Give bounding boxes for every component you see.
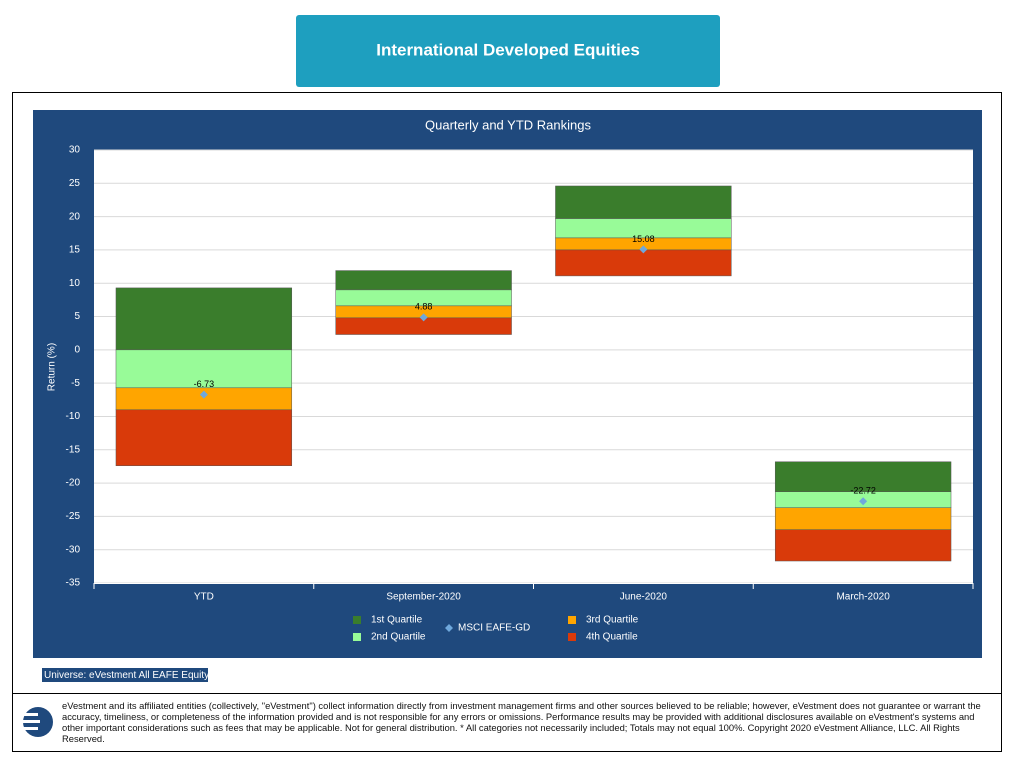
y-tick-label: 0 <box>74 344 80 355</box>
benchmark-label: 15.08 <box>632 234 655 244</box>
logo <box>20 707 53 737</box>
x-tick-label: March-2020 <box>836 592 890 603</box>
x-tick-label: September-2020 <box>386 592 461 603</box>
x-tick-label: YTD <box>194 592 214 603</box>
disclaimer: eVestment and its affiliated entities (c… <box>62 700 981 744</box>
legend-swatch <box>568 616 576 624</box>
legend-label: MSCI EAFE-GD <box>458 623 530 634</box>
y-tick-label: 30 <box>69 145 81 156</box>
quartile-bar <box>774 507 952 530</box>
benchmark-marker <box>859 497 868 506</box>
quartile-bar <box>335 270 512 291</box>
y-axis-label: Return (%) <box>47 343 58 391</box>
chart-title: Quarterly and YTD Rankings <box>425 117 591 132</box>
legend-label: 2nd Quartile <box>371 632 426 643</box>
quartile-bar <box>555 249 732 277</box>
quartile-bar <box>115 287 293 351</box>
x-tick-label: June-2020 <box>620 592 668 603</box>
title-banner <box>296 15 720 87</box>
y-tick-label: 15 <box>69 245 81 256</box>
benchmark-marker <box>639 245 648 254</box>
y-tick-label: -15 <box>66 444 81 455</box>
y-tick-label: -25 <box>66 511 81 522</box>
legend-swatch <box>353 633 361 641</box>
y-tick-label: -5 <box>71 378 80 389</box>
benchmark-label: -6.73 <box>194 379 215 389</box>
y-tick-label: -35 <box>66 578 81 589</box>
y-tick-label: 5 <box>74 311 80 322</box>
y-tick-label: 25 <box>69 178 81 189</box>
legend-label: 1st Quartile <box>371 615 423 626</box>
legend-label: 3rd Quartile <box>586 615 639 626</box>
page-title: International Developed Equities <box>376 40 640 59</box>
quartile-bar <box>774 461 952 492</box>
benchmark-marker <box>199 390 208 399</box>
quartile-bar <box>774 529 952 562</box>
legend-label: 4th Quartile <box>586 632 638 643</box>
legend-swatch <box>568 633 576 641</box>
legend-marker <box>445 624 453 632</box>
quartile-bar <box>115 409 293 467</box>
y-tick-label: 10 <box>69 278 81 289</box>
y-tick-label: -20 <box>66 478 81 489</box>
y-tick-label: -30 <box>66 544 81 555</box>
quartile-bar <box>555 185 732 219</box>
quartile-bar <box>115 349 293 389</box>
benchmark-label: 4.88 <box>415 302 433 312</box>
universe-box <box>42 668 208 682</box>
legend-swatch <box>353 616 361 624</box>
universe-label: Universe: eVestment All EAFE Equity <box>44 670 209 681</box>
y-tick-label: 20 <box>69 211 81 222</box>
y-tick-label: -10 <box>66 411 81 422</box>
frame <box>12 92 1002 752</box>
benchmark-label: -22.72 <box>850 486 876 496</box>
benchmark-marker <box>419 313 428 322</box>
